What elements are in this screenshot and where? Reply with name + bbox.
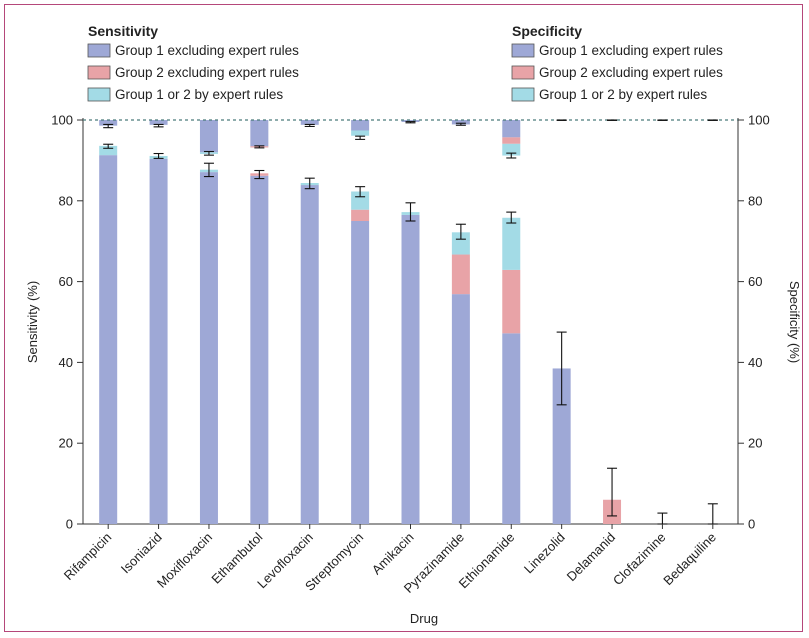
y-tick-label-right: 60	[748, 274, 762, 289]
y-tick-label-right: 0	[748, 517, 755, 532]
y-tick-label-right: 40	[748, 355, 762, 370]
legend-specificity: Specificity Group 1 excluding expert rul…	[512, 23, 723, 102]
legend-label: Group 1 or 2 by expert rules	[115, 87, 283, 102]
y-axis-left-title: Sensitivity (%)	[25, 281, 40, 363]
y-tick-label-left: 60	[59, 274, 73, 289]
x-tick-label: Amikacin	[369, 530, 417, 578]
y-tick-label-left: 0	[66, 517, 73, 532]
specificity-bar-group1	[502, 120, 520, 137]
sensitivity-bar-group1	[200, 172, 218, 524]
sensitivity-bar-group1	[452, 294, 470, 524]
sensitivity-bar-group2	[452, 255, 470, 295]
y-tick-label-right: 80	[748, 193, 762, 208]
x-tick-label: Linezolid	[521, 530, 568, 577]
legend-sensitivity-title: Sensitivity	[88, 23, 158, 39]
legend-label: Group 1 excluding expert rules	[115, 43, 299, 58]
sensitivity-bar-group1	[150, 159, 168, 524]
sensitivity-bar-group1	[250, 176, 268, 524]
legend-label: Group 2 excluding expert rules	[115, 65, 299, 80]
specificity-bar-group1	[351, 120, 369, 131]
legend-sensitivity: Sensitivity Group 1 excluding expert rul…	[88, 23, 299, 102]
specificity-bar-group1	[250, 120, 268, 146]
x-tick-label: Bedaquiline	[660, 530, 719, 589]
specificity-bar-group1	[200, 120, 218, 152]
legend-swatch-group2	[512, 66, 534, 79]
y-tick-label-left: 100	[51, 113, 73, 128]
sensitivity-bar-group1	[99, 155, 117, 524]
legend-swatch-group2	[88, 66, 110, 79]
specificity-bar-group2	[502, 137, 520, 143]
x-tick-label: Clofazimine	[610, 530, 669, 589]
legend-swatch-group1	[512, 44, 534, 57]
specificity-bar-expert	[351, 131, 369, 136]
x-tick-label: Delamanid	[564, 530, 619, 585]
x-tick-label: Isoniazid	[118, 530, 165, 577]
y-tick-label-left: 40	[59, 355, 73, 370]
sensitivity-bar-group1	[301, 185, 319, 524]
sensitivity-bar-group2	[502, 270, 520, 333]
legend-specificity-title: Specificity	[512, 23, 582, 39]
legend-swatch-group1	[88, 44, 110, 57]
sensitivity-bar-expert	[502, 218, 520, 270]
y-tick-label-left: 80	[59, 193, 73, 208]
legend-swatch-expert	[88, 88, 110, 101]
sensitivity-bar-group1	[351, 221, 369, 524]
legend-label: Group 1 or 2 by expert rules	[539, 87, 707, 102]
y-axis-right-title: Specificity (%)	[787, 281, 802, 363]
plot-area: 0 0 20 20 40 40 60 60 80 80 100 100 Rifampicin Isonia…	[51, 113, 769, 596]
legend-label: Group 2 excluding expert rules	[539, 65, 723, 80]
sensitivity-bar-group2	[351, 210, 369, 221]
legend-label: Group 1 excluding expert rules	[539, 43, 723, 58]
y-tick-label-right: 20	[748, 436, 762, 451]
y-tick-label-right: 100	[748, 113, 770, 128]
y-tick-label-left: 20	[59, 436, 73, 451]
sensitivity-bar-group1	[502, 333, 520, 524]
x-tick-label: Rifampicin	[61, 530, 115, 584]
legend-swatch-expert	[512, 88, 534, 101]
sensitivity-bar-group1	[402, 215, 420, 524]
x-axis-title: Drug	[410, 611, 438, 626]
